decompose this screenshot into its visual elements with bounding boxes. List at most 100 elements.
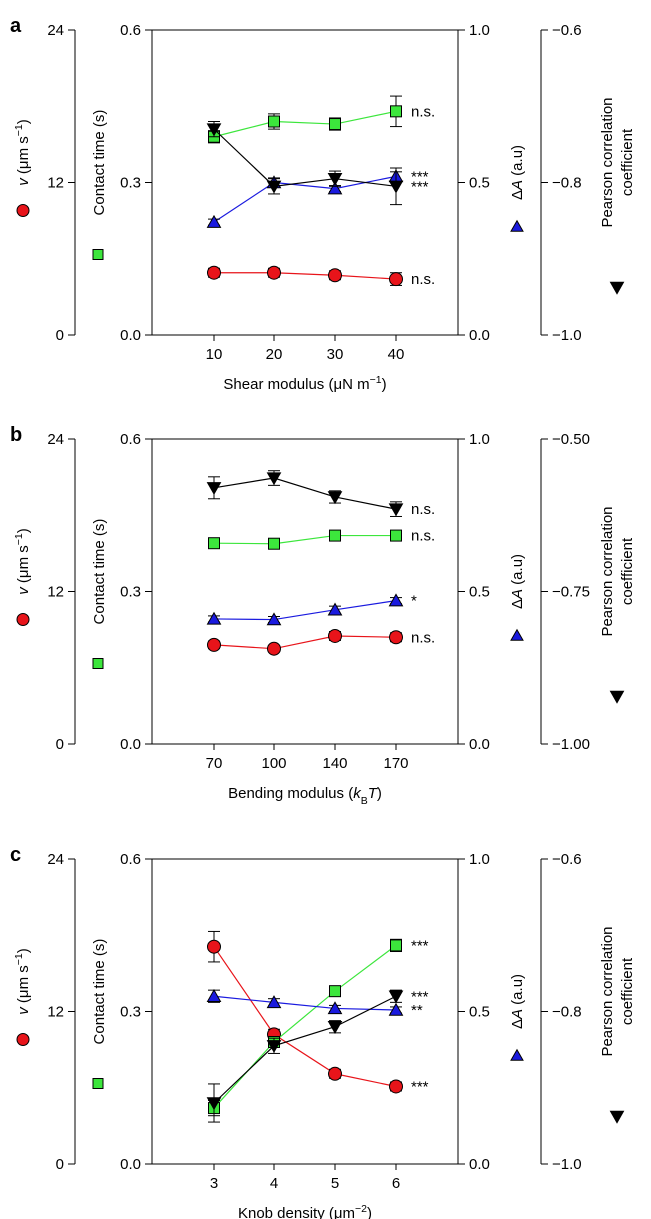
data-point-pc: [388, 180, 404, 194]
da-tick-label: 0.5: [469, 1004, 490, 1021]
x-tick-label: 140: [322, 755, 347, 772]
x-axis-label-part: Shear modulus (μN m: [223, 376, 369, 393]
data-point-ct: [208, 537, 220, 550]
ct-axis-label-part: Contact time (s): [91, 110, 108, 216]
significance-label-v: ***: [411, 1078, 429, 1095]
data-point-v: [207, 265, 221, 280]
data-point-pc: [206, 123, 222, 137]
series-line-ct: [213, 944, 397, 1109]
panel-label: c: [10, 844, 21, 866]
x-axis-label-part: T: [368, 785, 379, 802]
v-tick-label: 24: [47, 851, 64, 868]
da-legend-marker: [510, 219, 524, 232]
pc-legend-marker: [609, 1110, 625, 1124]
ct-axis-label-part: Contact time (s): [91, 519, 108, 625]
pc-legend-marker: [609, 281, 625, 295]
panel-label: a: [10, 15, 22, 37]
significance-label-da: *: [411, 593, 417, 610]
data-point-ct: [329, 985, 341, 998]
pc-axis-label: coefficient: [619, 128, 636, 196]
da-tick-label: 1.0: [469, 22, 490, 39]
ct-tick-label: 0.0: [120, 736, 141, 753]
significance-label-pc: n.s.: [411, 501, 435, 518]
series-line-v: [214, 272, 397, 280]
series-ct: n.s.: [208, 528, 435, 550]
series-line-pc: [213, 477, 397, 510]
x-tick-label: 170: [383, 755, 408, 772]
x-axis-label: Knob density (μm−2): [238, 1203, 372, 1219]
x-tick-label: 30: [327, 346, 344, 363]
data-point-da: [266, 612, 282, 626]
v-axis-label-part: −1: [13, 533, 25, 545]
panel-b: b 0 12 24 0.0 0.3 0.6 0.0 0.5 1.0 −1.00 −0.75 −0.50 7…: [10, 424, 636, 807]
series-v: n.s.: [207, 628, 435, 656]
x-axis-label-part: k: [353, 785, 362, 802]
pc-axis-label: coefficient: [619, 957, 636, 1025]
pc-tick-label: −0.75: [552, 584, 590, 601]
x-tick-label: 5: [331, 1175, 339, 1192]
ct-axis-label-part: Contact time (s): [91, 939, 108, 1045]
da-axis-label-part: (a.u): [509, 554, 526, 589]
significance-label-v: n.s.: [411, 629, 435, 646]
v-axis-label: v (μm s−1): [13, 528, 32, 594]
da-axis-label: ΔA (a.u): [509, 554, 526, 609]
series-line-pc: [213, 995, 397, 1104]
pc-tick-label: −1.0: [552, 1156, 582, 1173]
series-line-ct: [213, 110, 397, 138]
data-point-pc: [266, 180, 282, 194]
ct-tick-label: 0.6: [120, 851, 141, 868]
ct-tick-label: 0.3: [120, 1004, 141, 1021]
pc-axis-label: Pearson correlation: [599, 506, 616, 636]
data-point-pc: [266, 1040, 282, 1054]
data-point-ct: [268, 537, 280, 550]
ct-legend-marker: [92, 1078, 104, 1089]
ct-tick-label: 0.6: [120, 431, 141, 448]
x-axis-label-part: B: [361, 795, 368, 807]
series-line-ct: [213, 534, 396, 545]
significance-label-da: **: [411, 1002, 423, 1019]
panel-c: c 0 12 24 0.0 0.3 0.6 0.0 0.5 1.0 −1.0 −0.8 −0.6 3 4 5 6…: [10, 844, 636, 1219]
ct-axis-label: Contact time (s): [91, 519, 108, 625]
data-point-pc: [327, 1021, 343, 1034]
x-axis-label-part: ): [367, 1205, 372, 1219]
x-axis-label-part: Bending modulus (: [228, 785, 353, 802]
v-legend-marker: [16, 204, 30, 217]
v-tick-label: 12: [47, 175, 64, 192]
significance-label-ct: n.s.: [411, 528, 435, 545]
data-point-v: [389, 1079, 403, 1094]
v-axis-label-part: v: [15, 177, 32, 186]
significance-label-pc: ***: [411, 178, 429, 195]
da-axis-label-part: Δ: [509, 1019, 526, 1029]
data-point-ct: [390, 939, 402, 952]
da-axis-label-part: A: [509, 180, 526, 191]
significance-label-da: ***: [411, 168, 429, 185]
pc-tick-label: −1.00: [552, 736, 590, 753]
da-axis-label-part: Δ: [509, 190, 526, 200]
pc-tick-label: −0.50: [552, 431, 590, 448]
da-tick-label: 1.0: [469, 851, 490, 868]
da-axis-label-part: (a.u): [509, 974, 526, 1009]
da-axis-label-part: A: [509, 1009, 526, 1020]
data-point-v: [207, 939, 221, 954]
data-point-v: [389, 272, 403, 287]
x-axis-label-part: ): [382, 376, 387, 393]
data-point-v: [267, 641, 281, 656]
pc-tick-label: −1.0: [552, 327, 582, 344]
pc-tick-label: −0.8: [552, 1004, 582, 1021]
pc-tick-label: −0.6: [552, 851, 582, 868]
v-axis-label-part: (μm s: [15, 965, 32, 1007]
data-point-ct: [329, 118, 341, 131]
ct-tick-label: 0.3: [120, 175, 141, 192]
x-tick-label: 20: [266, 346, 283, 363]
significance-label-ct: n.s.: [411, 103, 435, 120]
v-tick-label: 24: [47, 22, 64, 39]
x-tick-label: 6: [392, 1175, 400, 1192]
data-point-ct: [329, 529, 341, 542]
ct-legend-marker: [92, 658, 104, 669]
data-point-pc: [388, 503, 404, 517]
data-point-da: [327, 1001, 343, 1015]
v-legend-marker: [16, 1033, 30, 1046]
v-tick-label: 24: [47, 431, 64, 448]
data-point-v: [389, 630, 403, 645]
data-point-ct: [390, 529, 402, 542]
